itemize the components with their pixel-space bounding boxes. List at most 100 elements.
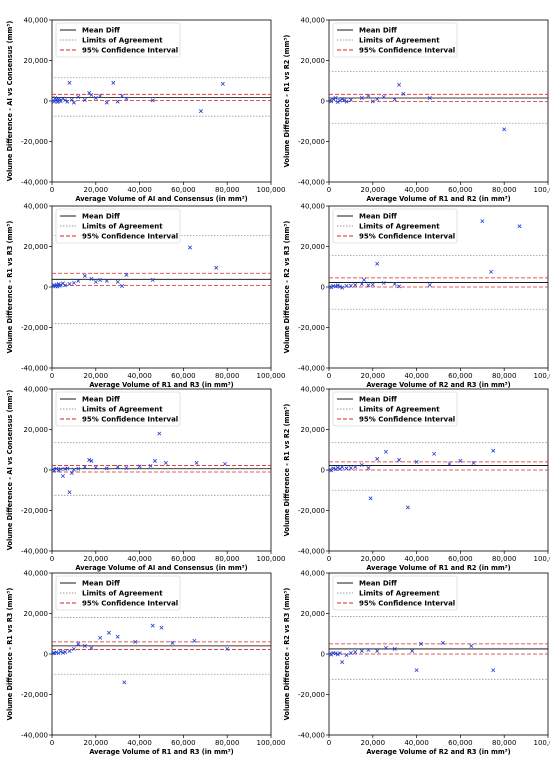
y-tick-label: 20,000 xyxy=(301,57,326,65)
data-point xyxy=(348,283,353,288)
data-point xyxy=(335,652,340,657)
data-point xyxy=(93,95,98,100)
data-point xyxy=(65,99,70,104)
legend: Mean Diff Limits of Agreement 95% Confiden… xyxy=(332,22,458,58)
data-point xyxy=(366,283,371,288)
data-point xyxy=(397,457,402,462)
legend-confidence-interval-label: 95% Confidence Interval xyxy=(359,233,455,241)
x-tick-label: 60,000 xyxy=(171,555,196,563)
data-point xyxy=(397,284,402,289)
data-point xyxy=(344,466,349,471)
y-tick-label: 20,000 xyxy=(301,243,326,251)
x-axis-label: Average Volume of R1 and R3 (in mm³) xyxy=(89,381,233,389)
data-point xyxy=(359,281,364,286)
x-tick-label: 0 xyxy=(50,555,54,563)
data-point xyxy=(71,280,76,285)
data-point xyxy=(331,97,336,102)
data-point xyxy=(52,651,56,656)
y-tick-label: 0 xyxy=(321,467,325,475)
data-point xyxy=(93,279,98,284)
x-tick-label: 60,000 xyxy=(171,739,196,747)
y-axis-label: Volume Difference - R1 vs R3 (mm³) xyxy=(6,588,14,721)
y-tick-label: 40,000 xyxy=(24,570,49,578)
x-axis-label: Average Volume of AI and Consensus (in m… xyxy=(75,195,247,203)
legend-box xyxy=(332,575,458,611)
legend-limits-of-agreement-label: Limits of Agreement xyxy=(359,406,440,414)
legend-limits-of-agreement-label: Limits of Agreement xyxy=(359,223,440,231)
y-tick-label: -40,000 xyxy=(298,365,325,373)
data-point xyxy=(54,466,59,471)
data-point xyxy=(60,650,65,655)
data-point xyxy=(115,634,120,639)
legend: Mean Diff Limits of Agreement 95% Confiden… xyxy=(332,391,458,427)
y-tick-label: 40,000 xyxy=(24,17,49,25)
data-point xyxy=(225,646,230,651)
x-tick-label: 80,000 xyxy=(215,186,240,194)
data-point xyxy=(491,448,496,453)
x-tick-label: 20,000 xyxy=(84,372,109,380)
data-point xyxy=(120,93,125,98)
data-point xyxy=(89,458,94,463)
x-tick-label: 40,000 xyxy=(127,186,152,194)
data-point xyxy=(104,100,109,105)
data-point xyxy=(329,285,334,290)
data-point xyxy=(137,464,142,469)
data-point xyxy=(471,460,476,465)
data-point xyxy=(359,95,364,100)
x-tick-label: 100,000 xyxy=(257,555,286,563)
data-point xyxy=(502,127,507,132)
data-point xyxy=(106,630,111,635)
legend-limits-of-agreement-label: Limits of Agreement xyxy=(82,406,163,414)
plot-area xyxy=(329,219,548,310)
x-axis-label: Average Volume of R2 and R3 (in mm³) xyxy=(366,748,510,756)
x-tick-label: 60,000 xyxy=(448,186,473,194)
data-point xyxy=(198,109,203,114)
y-tick-label: -20,000 xyxy=(21,691,48,699)
y-tick-label: 40,000 xyxy=(301,386,326,394)
legend: Mean Diff Limits of Agreement 95% Confiden… xyxy=(55,22,181,58)
data-point xyxy=(333,95,338,100)
y-tick-label: 0 xyxy=(44,467,48,475)
data-point xyxy=(67,80,72,85)
y-tick-label: 40,000 xyxy=(24,386,49,394)
data-point xyxy=(115,99,120,104)
data-point xyxy=(98,635,103,640)
legend-box xyxy=(55,208,181,244)
y-axis-label: Volume Difference - R1 vs R2 (mm³) xyxy=(283,404,291,537)
legend-confidence-interval-label: 95% Confidence Interval xyxy=(359,47,455,55)
y-tick-label: 0 xyxy=(321,651,325,659)
legend-confidence-interval-label: 95% Confidence Interval xyxy=(82,600,178,608)
data-point xyxy=(344,653,349,657)
legend-mean-diff-label: Mean Diff xyxy=(82,396,120,404)
legend-mean-diff-label: Mean Diff xyxy=(82,580,120,588)
data-point xyxy=(340,464,345,469)
data-point xyxy=(82,643,87,648)
plot-area xyxy=(52,617,271,685)
data-point xyxy=(76,94,81,99)
data-point xyxy=(122,680,127,685)
legend-mean-diff-label: Mean Diff xyxy=(359,27,397,35)
x-tick-label: 20,000 xyxy=(361,555,386,563)
x-tick-label: 100,000 xyxy=(534,372,550,380)
x-tick-label: 100,000 xyxy=(534,555,550,563)
x-axis-label: Average Volume of R2 and R3 (in mm³) xyxy=(366,381,510,389)
x-tick-label: 20,000 xyxy=(361,372,386,380)
data-point xyxy=(220,81,225,86)
y-tick-label: 40,000 xyxy=(301,17,326,25)
y-tick-label: -40,000 xyxy=(298,179,325,187)
legend-mean-diff-label: Mean Diff xyxy=(359,580,397,588)
legend-box xyxy=(332,22,458,58)
x-tick-label: 0 xyxy=(327,739,331,747)
data-point xyxy=(157,431,162,436)
data-point xyxy=(98,277,103,282)
x-tick-label: 40,000 xyxy=(127,372,152,380)
panel-a: 0 20,000 40,000 60,000 80,000 100,000 -40,000 -… xyxy=(6,17,285,204)
legend: Mean Diff Limits of Agreement 95% Confiden… xyxy=(55,208,181,244)
legend-confidence-interval-label: 95% Confidence Interval xyxy=(82,416,178,424)
data-point xyxy=(375,456,380,461)
data-point xyxy=(159,625,164,630)
data-point xyxy=(89,92,94,97)
y-tick-label: 20,000 xyxy=(24,57,49,65)
x-tick-label: 40,000 xyxy=(404,739,429,747)
legend-confidence-interval-label: 95% Confidence Interval xyxy=(359,416,455,424)
